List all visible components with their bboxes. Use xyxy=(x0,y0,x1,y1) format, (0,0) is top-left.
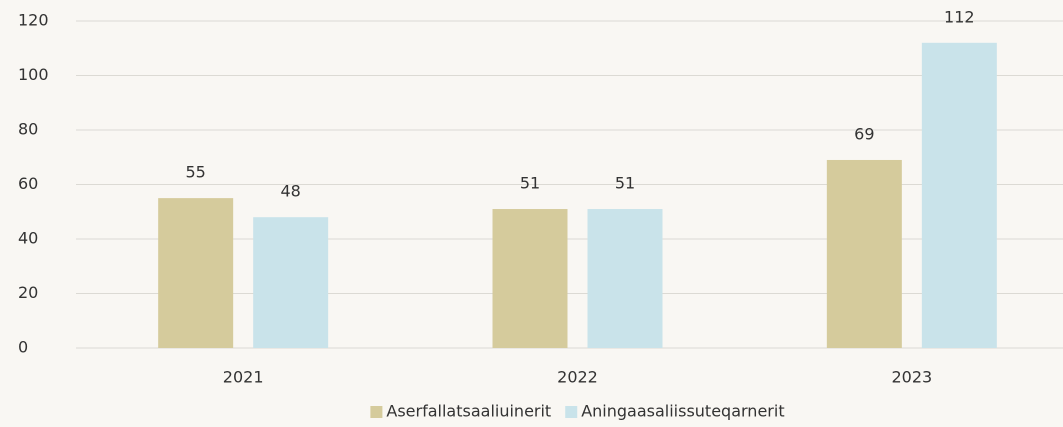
x-tick-label: 2021 xyxy=(223,368,264,387)
y-tick-label: 40 xyxy=(18,229,38,248)
bar xyxy=(492,209,568,348)
bar xyxy=(158,198,234,348)
y-tick-label: 60 xyxy=(18,174,38,193)
data-label: 51 xyxy=(615,174,635,193)
x-tick-label: 2023 xyxy=(891,368,932,387)
bar xyxy=(826,159,902,348)
data-label: 112 xyxy=(944,7,975,26)
bar xyxy=(587,209,663,348)
y-tick-label: 100 xyxy=(18,65,49,84)
legend-swatch xyxy=(370,406,383,418)
data-label: 55 xyxy=(185,163,205,182)
legend-label: Aserfallatsaaliuinerit xyxy=(386,402,551,421)
legend-label: Aningaasaliissuteqarnerit xyxy=(581,402,784,421)
y-tick-label: 20 xyxy=(18,283,38,302)
y-tick-label: 120 xyxy=(18,11,49,30)
legend-swatch xyxy=(565,406,578,418)
data-label: 48 xyxy=(280,182,300,201)
x-tick-label: 2022 xyxy=(557,368,598,387)
bar xyxy=(921,42,997,349)
y-tick-label: 80 xyxy=(18,120,38,139)
data-label: 69 xyxy=(854,124,874,143)
bar xyxy=(253,217,329,348)
data-label: 51 xyxy=(520,174,540,193)
y-tick-label: 0 xyxy=(18,338,28,357)
